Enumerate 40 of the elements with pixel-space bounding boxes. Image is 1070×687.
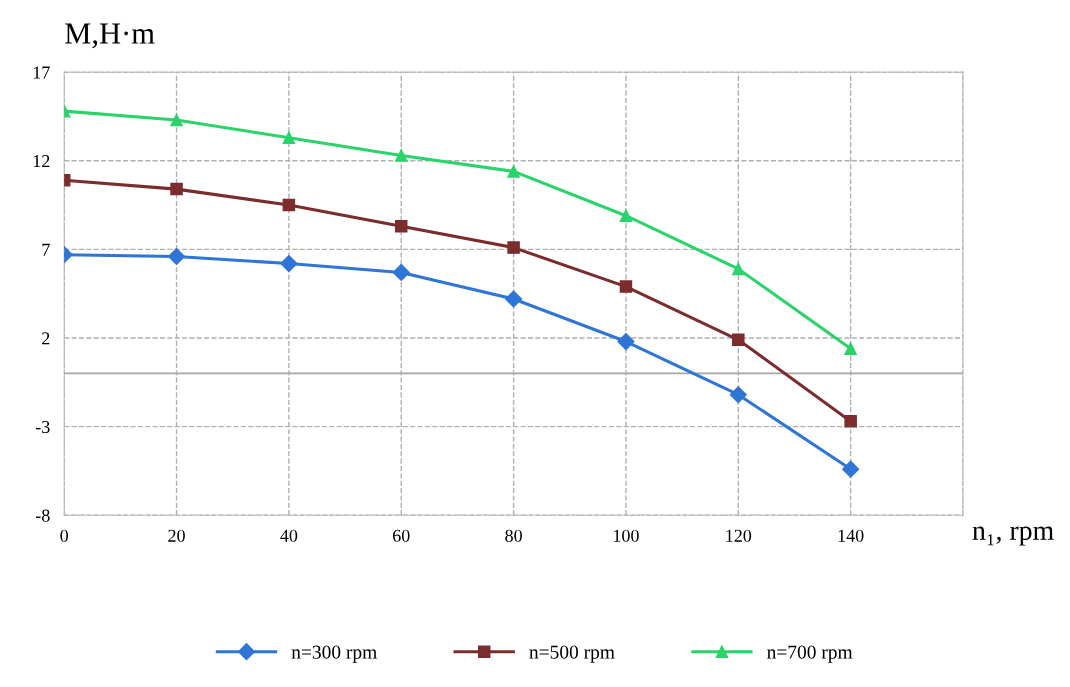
point [507,241,520,254]
point [167,247,186,266]
point [844,342,857,355]
legend-label: n=700 rpm [767,645,853,663]
y-axis-title: M,H·m [65,23,155,49]
point [619,209,633,222]
x-tick-label: 0 [60,529,69,542]
y-tick-label: 2 [42,332,50,345]
point [505,290,523,308]
point [619,280,633,293]
point [170,182,183,196]
point [394,220,408,233]
legend-label: n=500 rpm [529,645,615,663]
point [282,198,296,212]
point [507,165,520,178]
y-tick-label: 7 [42,243,50,256]
point [170,113,183,127]
legend-label: n=300 rpm [291,645,377,663]
x-tick-label: 140 [838,529,864,542]
point [732,262,745,276]
point [617,332,635,351]
x-tick-label: 120 [726,529,752,542]
x-axis-title: n₁, rpm [972,526,1054,546]
point [280,255,298,273]
point [392,263,410,281]
x-tick-label: 80 [505,529,522,542]
x-tick-label: 20 [168,529,185,542]
point [842,460,860,478]
y-tick-label: 12 [33,155,50,168]
point [729,386,747,404]
x-tick-label: 100 [614,529,639,542]
point [394,149,408,162]
point [282,131,296,144]
y-tick-label: -8 [35,509,50,522]
y-tick-label: -3 [35,420,50,434]
point [844,415,857,428]
x-tick-label: 40 [280,529,298,542]
x-tick-label: 60 [393,529,410,542]
y-tick-label: 17 [33,66,50,79]
point [732,333,745,347]
